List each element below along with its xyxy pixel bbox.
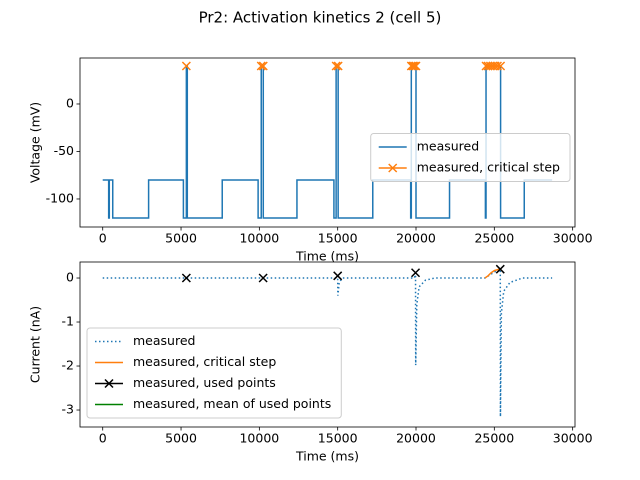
x-tick-label: 5000 — [165, 231, 197, 246]
x-tick-label: 0 — [99, 231, 107, 246]
x-tick-label: 30000 — [553, 231, 593, 246]
marker — [181, 61, 191, 71]
legend-frame — [370, 133, 571, 182]
y-tick-label: -3 — [62, 402, 74, 417]
x-tick-label: 10000 — [239, 431, 279, 446]
x-tick-label: 25000 — [474, 431, 514, 446]
legend-label: measured, mean of used points — [133, 396, 331, 411]
legend: measured measured, critical step measured,… — [86, 327, 342, 419]
figure-title: Pr2: Activation kinetics 2 (cell 5) — [199, 9, 442, 27]
marker — [331, 61, 341, 71]
legend-marker — [104, 378, 114, 389]
legend-label: measured, used points — [133, 375, 276, 390]
legend-label: measured, critical step — [417, 160, 560, 175]
y-tick-label: 0 — [66, 270, 74, 285]
legend-label: measured, critical step — [133, 354, 276, 369]
y-tick-label: 0 — [66, 95, 74, 110]
marker — [333, 271, 343, 281]
x-axis-label: Time (ms) — [295, 449, 359, 464]
marker — [333, 61, 343, 71]
marker — [181, 273, 191, 283]
x-tick-label: 25000 — [474, 231, 514, 246]
marker — [411, 61, 421, 71]
y-tick-label: -50 — [54, 143, 74, 158]
x-tick-label: 20000 — [396, 231, 436, 246]
marker — [258, 273, 268, 283]
axes-frame — [79, 57, 576, 228]
x-axis-label: Time (ms) — [295, 249, 359, 264]
x-tick-label: 5000 — [165, 431, 197, 446]
x-tick-label: 20000 — [396, 431, 436, 446]
marker — [409, 61, 419, 71]
marker — [496, 61, 506, 71]
y-axis-label: Voltage (mV) — [28, 102, 43, 183]
axes-frame — [79, 261, 576, 428]
marker — [492, 61, 502, 71]
x-tick-label: 15000 — [318, 431, 358, 446]
y-axis-label: Current (nA) — [28, 306, 43, 383]
series-line — [484, 268, 500, 279]
plot-layer — [102, 264, 553, 417]
legend-frame — [86, 327, 342, 419]
marker — [495, 264, 505, 274]
marker — [408, 61, 418, 71]
x-tick-label: 0 — [99, 431, 107, 446]
y-tick-label: -100 — [46, 190, 74, 205]
legend: measured measured, critical step — [370, 133, 571, 182]
series-line — [102, 268, 553, 417]
y-tick-label: -1 — [62, 314, 74, 329]
x-tick-label: 30000 — [553, 431, 593, 446]
legend-label: measured — [417, 139, 479, 154]
legend-label: measured — [133, 333, 195, 348]
marker — [256, 61, 266, 71]
legend-marker — [388, 163, 398, 173]
marker — [258, 61, 268, 71]
x-tick-label: 10000 — [239, 231, 279, 246]
x-tick-label: 15000 — [318, 231, 358, 246]
marker — [411, 268, 421, 278]
y-tick-label: -2 — [62, 358, 74, 373]
